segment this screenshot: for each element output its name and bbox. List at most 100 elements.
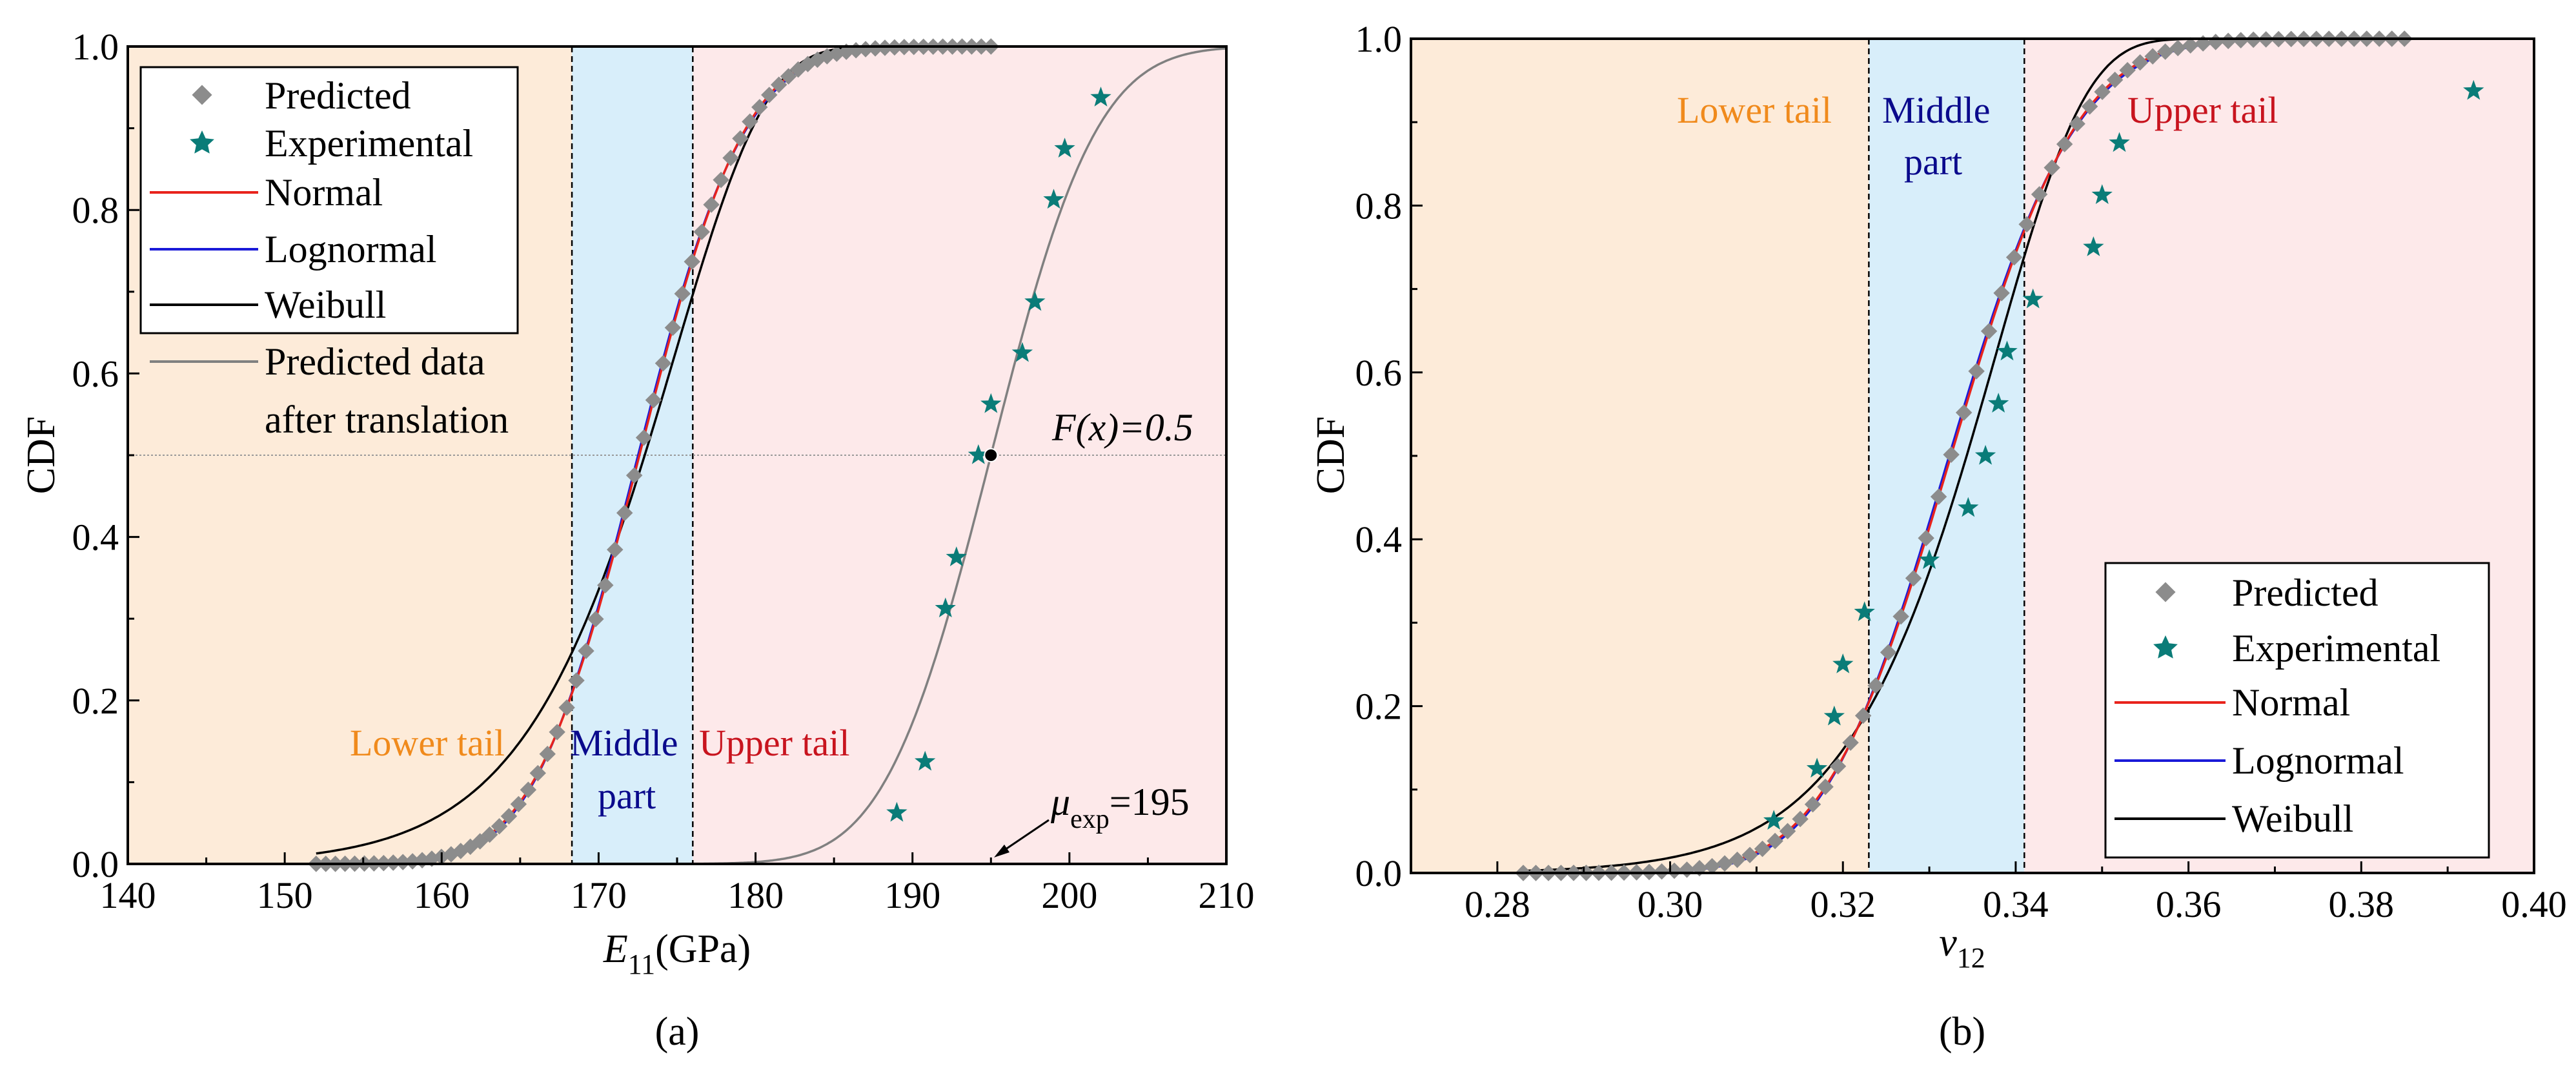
predicted-point bbox=[481, 826, 498, 843]
predicted-point bbox=[2220, 32, 2236, 50]
panel-b-lower-tail-label: Lower tail bbox=[1677, 89, 1832, 131]
predicted-point bbox=[1817, 778, 1834, 795]
experimental-point bbox=[886, 801, 908, 822]
experimental-point bbox=[1043, 189, 1064, 209]
x-tick-label: 200 bbox=[1041, 874, 1097, 916]
predicted-point bbox=[491, 817, 508, 835]
mean-marker bbox=[984, 448, 999, 462]
x-tick-label: 0.36 bbox=[2156, 883, 2222, 925]
predicted-point bbox=[1842, 734, 1859, 751]
panel-a-mu-annotation: μexp=195 bbox=[1050, 781, 1190, 834]
legend-b-weibull-label: Weibull bbox=[2232, 797, 2353, 840]
experimental-point bbox=[1763, 810, 1785, 830]
panel-b-label: (b) bbox=[1939, 1010, 1985, 1054]
predicted-point bbox=[616, 504, 633, 522]
predicted-point bbox=[1968, 363, 1985, 380]
panel-a-mu-arrow bbox=[999, 819, 1050, 855]
experimental-point bbox=[968, 444, 989, 464]
region-upper-tail bbox=[693, 46, 1226, 864]
predicted-point bbox=[1792, 810, 1809, 828]
predicted-point bbox=[625, 467, 643, 484]
predicted-point bbox=[1754, 840, 1771, 857]
x-tick-label: 160 bbox=[414, 874, 470, 916]
panel-a-x-title: E11(GPa) bbox=[603, 927, 751, 980]
y-tick-label: 0.6 bbox=[1355, 352, 1403, 394]
y-tick-label: 0.4 bbox=[1355, 518, 1403, 560]
experimental-point bbox=[1996, 340, 2018, 361]
predicted-point bbox=[664, 319, 682, 336]
experimental-point bbox=[935, 597, 956, 618]
x-tick-label: 170 bbox=[571, 874, 627, 916]
x-tick-label: 0.40 bbox=[2501, 883, 2567, 925]
predicted-point bbox=[558, 699, 575, 716]
predicted-point bbox=[2044, 159, 2060, 176]
experimental-point bbox=[2022, 288, 2044, 309]
panel-a-mu-arrowhead bbox=[994, 845, 1009, 857]
predicted-point bbox=[1741, 846, 1758, 863]
x-tick-label: 140 bbox=[100, 874, 156, 916]
predicted-point bbox=[2169, 39, 2186, 57]
predicted-point bbox=[2081, 98, 2098, 115]
predicted-point bbox=[1980, 323, 1998, 340]
predicted-point bbox=[1867, 677, 1884, 694]
panel-b-middle-label-line2: part bbox=[1904, 141, 1962, 183]
predicted-point bbox=[529, 764, 547, 782]
x-tick-label: 190 bbox=[884, 874, 940, 916]
legend-b-experimental-label: Experimental bbox=[2232, 627, 2440, 670]
predicted-point bbox=[2156, 43, 2174, 60]
y-tick-label: 0.2 bbox=[1355, 686, 1403, 728]
legend-normal-label: Normal bbox=[265, 171, 383, 214]
experimental-point bbox=[1823, 705, 1845, 726]
x-tick-label: 180 bbox=[727, 874, 784, 916]
legend-experimental-label: Experimental bbox=[265, 122, 473, 165]
panel-a-legend: Predicted Experimental Normal Lognormal … bbox=[139, 66, 519, 334]
x-tick-label: 0.34 bbox=[1983, 883, 2049, 925]
legend-b-predicted-label: Predicted bbox=[2232, 571, 2378, 614]
predicted-point bbox=[1829, 758, 1847, 775]
predicted-point bbox=[2232, 32, 2249, 49]
x-tick-label: 0.38 bbox=[2329, 883, 2395, 925]
experimental-point bbox=[980, 393, 1002, 413]
panel-b-legend: Predicted Experimental Normal Lognormal … bbox=[2104, 562, 2490, 859]
predicted-point bbox=[578, 642, 594, 659]
panel-a-middle-label-line1: Middle bbox=[570, 722, 678, 764]
legend-b-predicted-marker bbox=[2155, 582, 2176, 602]
predicted-point bbox=[751, 99, 768, 116]
predicted-point bbox=[2131, 54, 2149, 71]
predicted-point bbox=[568, 672, 585, 689]
legend-b-lognormal-label: Lognormal bbox=[2232, 739, 2404, 782]
predicted-point bbox=[713, 171, 729, 189]
panel-b-upper-tail-label: Upper tail bbox=[2127, 89, 2278, 131]
panel-b-x-title: v12 bbox=[1939, 921, 1985, 974]
y-tick-label: 0.0 bbox=[1355, 852, 1403, 894]
y-tick-label: 1.0 bbox=[72, 26, 119, 68]
predicted-point bbox=[607, 541, 624, 559]
experimental-point bbox=[1090, 87, 1111, 107]
panel-b-middle-label-line1: Middle bbox=[1882, 89, 1991, 131]
panel-a-label: (a) bbox=[655, 1010, 700, 1054]
predicted-point bbox=[654, 354, 672, 372]
predicted-point bbox=[1716, 855, 1733, 872]
y-tick-label: 1.0 bbox=[1355, 18, 1403, 60]
predicted-point bbox=[1703, 857, 1721, 875]
panel-b-legend-box bbox=[2104, 562, 2490, 859]
panel-a-lower-tail-label: Lower tail bbox=[350, 722, 505, 764]
predicted-point bbox=[2144, 48, 2161, 65]
translated-curve bbox=[677, 47, 1227, 865]
panel-a-legend-box bbox=[139, 66, 519, 334]
predicted-point bbox=[394, 854, 411, 870]
y-tick-label: 0.8 bbox=[72, 189, 119, 231]
predicted-point bbox=[587, 611, 604, 628]
legend-translated-label-2: after translation bbox=[265, 398, 509, 441]
legend-predicted-marker bbox=[192, 85, 212, 105]
experimental-point bbox=[1958, 497, 1979, 517]
predicted-point bbox=[404, 853, 421, 870]
predicted-point bbox=[549, 724, 565, 741]
panel-b-chart: Lower tail Middle part Upper tail Predic… bbox=[1309, 18, 2567, 1054]
panel-a-middle-label-line2: part bbox=[598, 775, 656, 817]
y-tick-label: 0.4 bbox=[72, 517, 119, 559]
y-tick-label: 0.8 bbox=[1355, 185, 1403, 227]
predicted-point bbox=[1930, 488, 1947, 505]
predicted-point bbox=[635, 429, 653, 446]
